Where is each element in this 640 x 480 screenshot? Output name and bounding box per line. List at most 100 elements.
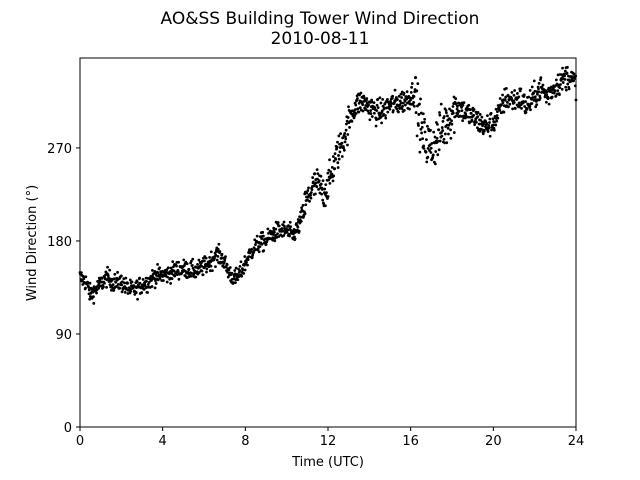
data-point: [381, 97, 385, 101]
data-point: [108, 268, 112, 272]
data-point: [558, 93, 561, 97]
data-point: [561, 81, 565, 84]
data-point: [420, 121, 424, 125]
data-point: [346, 116, 350, 119]
data-point: [129, 284, 133, 287]
data-point: [366, 109, 370, 113]
data-point: [328, 158, 331, 162]
data-point: [288, 220, 292, 224]
data-point: [412, 104, 416, 108]
data-point: [261, 234, 265, 238]
data-point: [254, 243, 257, 247]
data-point: [234, 266, 238, 270]
data-point: [123, 290, 127, 294]
data-point: [384, 116, 388, 120]
data-point: [365, 97, 369, 100]
x-tick-label: 16: [402, 434, 419, 449]
data-point: [421, 112, 425, 116]
data-point: [440, 134, 444, 138]
data-point: [398, 103, 402, 107]
data-point: [545, 90, 549, 94]
data-point: [136, 297, 139, 301]
data-point: [403, 99, 407, 103]
data-point: [432, 130, 436, 134]
data-point: [124, 276, 128, 280]
data-point: [169, 281, 173, 285]
data-point: [378, 96, 382, 100]
data-point: [273, 230, 276, 234]
data-point: [494, 123, 498, 127]
data-point: [443, 132, 447, 136]
data-point: [152, 272, 156, 275]
data-point: [316, 172, 320, 176]
data-point: [119, 274, 123, 278]
data-point: [442, 115, 446, 118]
data-point: [291, 232, 295, 236]
data-point: [376, 106, 380, 110]
data-point: [533, 95, 537, 99]
data-point: [219, 256, 223, 260]
data-point: [456, 112, 460, 116]
data-point: [304, 203, 308, 207]
data-point: [231, 281, 235, 285]
data-point: [495, 114, 499, 117]
data-point: [437, 148, 441, 152]
data-point: [250, 247, 254, 251]
data-point: [332, 159, 336, 163]
data-point: [386, 110, 390, 114]
data-point: [250, 255, 254, 259]
data-point: [516, 92, 519, 95]
data-point: [419, 127, 423, 131]
data-point: [353, 114, 357, 117]
data-point: [477, 122, 481, 126]
data-point: [435, 136, 439, 140]
data-point: [460, 105, 463, 109]
data-point: [164, 273, 168, 277]
data-point: [446, 126, 450, 130]
data-point: [175, 273, 179, 276]
data-point: [487, 126, 491, 130]
data-point: [418, 150, 422, 154]
data-point: [225, 263, 229, 267]
data-point: [399, 92, 403, 96]
data-point: [236, 278, 240, 282]
data-point: [501, 93, 504, 97]
data-point: [342, 148, 346, 152]
data-point: [567, 87, 571, 91]
data-point: [182, 258, 186, 262]
data-point: [330, 172, 334, 176]
data-point: [388, 107, 392, 111]
data-point: [513, 89, 517, 92]
data-point: [309, 191, 313, 194]
data-point: [503, 98, 507, 102]
data-point: [498, 108, 502, 112]
data-point: [454, 97, 458, 101]
data-point: [356, 97, 359, 100]
data-point: [527, 95, 531, 99]
data-point: [337, 134, 341, 138]
data-point: [146, 282, 150, 286]
data-point: [276, 232, 279, 236]
data-point: [550, 95, 554, 99]
data-point: [496, 110, 499, 114]
data-point: [438, 113, 442, 117]
data-point: [368, 118, 372, 122]
data-point: [166, 266, 170, 270]
data-point: [208, 256, 212, 259]
data-point: [422, 147, 426, 150]
data-point: [84, 286, 87, 290]
data-point: [461, 103, 465, 107]
data-point: [524, 100, 528, 104]
data-point: [187, 267, 191, 271]
data-point: [512, 101, 516, 104]
data-point: [283, 224, 286, 228]
data-point: [125, 286, 128, 290]
data-point: [443, 141, 447, 145]
data-point: [563, 78, 567, 81]
data-point: [539, 78, 542, 82]
data-point: [530, 102, 534, 105]
data-point: [241, 268, 245, 272]
data-point: [501, 101, 505, 105]
y-axis: 0 90 180 270: [47, 142, 80, 436]
data-point: [481, 132, 485, 136]
